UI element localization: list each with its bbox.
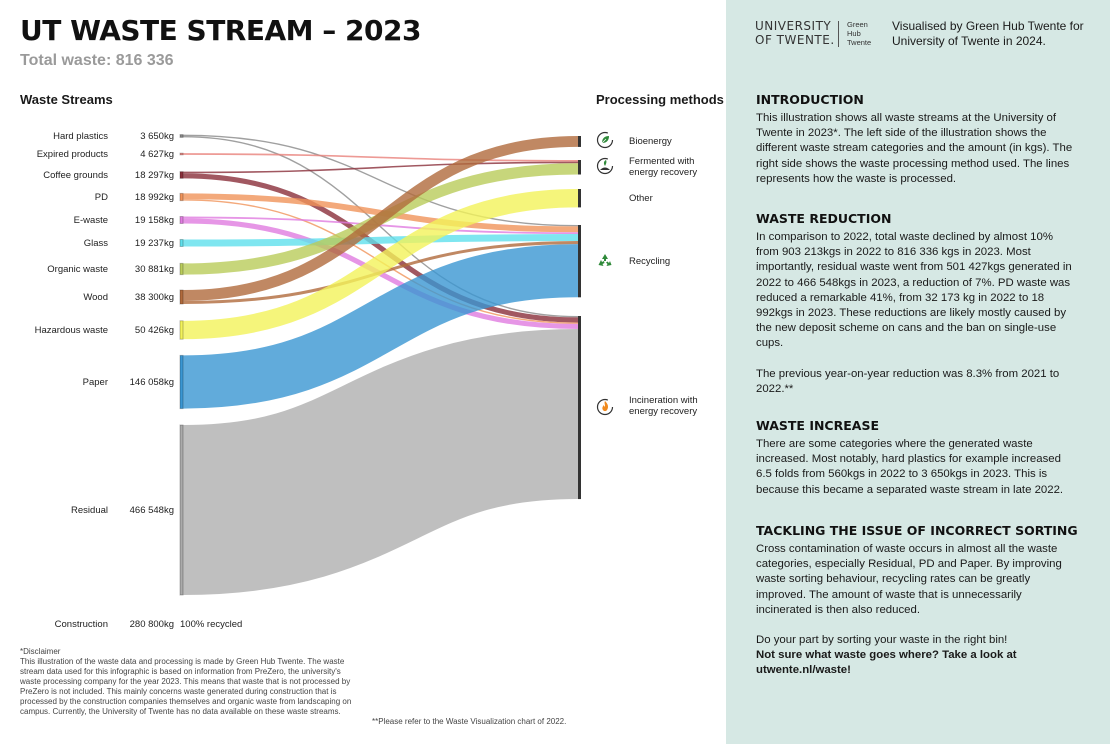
flow-link-hazardous-waste-to-other <box>182 188 579 340</box>
bioenergy-icon <box>596 131 614 149</box>
flow-link-residual-to-incineration <box>181 329 580 595</box>
logo-line1: UNIVERSITY <box>755 19 832 33</box>
logo-sub2: Hub <box>847 29 861 38</box>
source-node-expired-products <box>179 152 184 156</box>
increase-body: There are some categories where the gene… <box>756 437 1074 498</box>
logo-wordmark: UNIVERSITY OF TWENTE. <box>755 19 835 47</box>
source-node-paper <box>179 354 184 410</box>
source-node-wood <box>179 289 184 305</box>
flow-link-expired-products-to-fermented <box>182 153 579 162</box>
target-node-other <box>578 189 581 208</box>
source-node-hazardous-waste <box>179 320 184 340</box>
source-node-pd <box>179 192 184 202</box>
stream-amount-hazardous-waste: 50 426kg <box>134 325 174 336</box>
source-node-coffee-grounds <box>179 171 184 179</box>
method-label-incineration-text: Incineration with energy recovery <box>629 395 698 417</box>
flow-link-coffee-grounds-to-fermented <box>182 161 579 174</box>
stream-name-organic-waste: Organic waste <box>47 264 108 275</box>
disclaimer-title: *Disclaimer <box>20 647 61 656</box>
university-logo: UNIVERSITY OF TWENTE. Green Hub Twente <box>755 19 875 51</box>
method-label-incineration: Incineration with energy recovery <box>629 395 698 417</box>
stream-name-construction: Construction <box>54 619 108 630</box>
intro-text: This illustration shows all waste stream… <box>756 112 1073 185</box>
stream-amount-wood: 38 300kg <box>134 292 174 303</box>
stream-name-e-waste: E-waste <box>73 215 108 226</box>
stream-name-paper: Paper <box>82 377 108 388</box>
stream-amount-organic-waste: 30 881kg <box>134 264 174 275</box>
method-label-bioenergy: Bioenergy <box>629 136 672 147</box>
recycling-icon <box>598 254 612 266</box>
flow-link-paper-to-recycling <box>182 244 579 409</box>
text-panel <box>726 0 1110 744</box>
target-node-recycling <box>578 225 581 298</box>
target-node-incineration <box>578 316 581 500</box>
target-node-fermented <box>578 160 581 175</box>
logo-line2: OF TWENTE. <box>755 33 835 47</box>
sorting-text-2: Do your part by sorting your waste in th… <box>756 634 1008 647</box>
source-node-residual <box>179 424 184 596</box>
sorting-cta: Not sure what waste goes where? Take a l… <box>756 649 1017 677</box>
stream-amount-expired-products: 4 627kg <box>140 149 174 160</box>
flow-link-hard-plastics-to-recycling <box>182 134 579 227</box>
fermented-icon <box>596 157 614 175</box>
flow-link-hard-plastics-to-incineration <box>182 136 579 318</box>
method-label-recycling: Recycling <box>629 256 671 267</box>
stream-name-coffee-grounds: Coffee grounds <box>43 170 108 181</box>
source-node-e-waste <box>179 216 184 224</box>
flow-link-wood-to-bioenergy <box>182 136 579 301</box>
reduction-text-1: In comparison to 2022, total waste decli… <box>756 231 1072 350</box>
stream-name-wood: Wood <box>83 292 108 303</box>
logo-sub3: Twente <box>847 38 872 47</box>
intro-heading: INTRODUCTION <box>756 92 864 107</box>
stream-name-hard-plastics: Hard plastics <box>53 131 108 142</box>
credit-text: Visualised by Green Hub Twente for Unive… <box>892 19 1084 48</box>
processing-methods-heading: Processing methods <box>596 92 724 107</box>
stream-amount-construction: 280 800kg <box>129 619 174 630</box>
method-label-other: Other <box>629 193 653 204</box>
stream-amount-hard-plastics: 3 650kg <box>140 131 174 142</box>
logo-green-hub: Green Hub Twente <box>847 20 871 47</box>
stream-amount-e-waste: 19 158kg <box>134 215 174 226</box>
method-label-fermented-text: Fermented with energy recovery <box>629 156 698 178</box>
stream-name-expired-products: Expired products <box>36 149 108 160</box>
page-title: UT WASTE STREAM – 2023 <box>20 14 421 47</box>
disclaimer-text: This illustration of the waste data and … <box>20 657 352 716</box>
sorting-body: Cross contamination of waste occurs in a… <box>756 542 1074 679</box>
source-node-hard-plastics <box>179 134 184 138</box>
flow-link-coffee-grounds-to-incineration <box>182 173 579 323</box>
footnote: **Please refer to the Waste Visualizatio… <box>372 717 567 726</box>
stream-amount-coffee-grounds: 18 297kg <box>134 170 174 181</box>
stream-amount-residual: 466 548kg <box>129 505 174 516</box>
logo-sub1: Green <box>847 20 868 29</box>
disclaimer: *Disclaimer This illustration of the was… <box>20 647 355 717</box>
sorting-text-1: Cross contamination of waste occurs in a… <box>756 543 1062 616</box>
reduction-body: In comparison to 2022, total waste decli… <box>756 230 1074 397</box>
intro-body: This illustration shows all waste stream… <box>756 111 1074 187</box>
stream-name-pd: PD <box>94 192 108 203</box>
sankey-diagram <box>179 134 581 596</box>
total-waste-subtitle: Total waste: 816 336 <box>20 52 174 69</box>
construction-recycled-note: 100% recycled <box>180 619 243 630</box>
waste-streams-heading: Waste Streams <box>20 92 113 107</box>
sorting-heading: TACKLING THE ISSUE OF INCORRECT SORTING <box>756 523 1078 538</box>
stream-amount-pd: 18 992kg <box>134 192 174 203</box>
stream-name-hazardous-waste: Hazardous waste <box>34 325 108 336</box>
flow-link-glass-to-recycling <box>182 234 579 247</box>
stream-amount-paper: 146 058kg <box>129 377 174 388</box>
increase-text: There are some categories where the gene… <box>756 438 1064 496</box>
method-label-fermented: Fermented with energy recovery <box>629 156 697 178</box>
logo-divider <box>838 21 839 47</box>
source-node-glass <box>179 238 184 248</box>
stream-amount-glass: 19 237kg <box>134 238 174 249</box>
reduction-heading: WASTE REDUCTION <box>756 211 892 226</box>
source-node-organic-waste <box>179 262 184 276</box>
stream-name-glass: Glass <box>83 238 108 249</box>
infographic-panel: UT WASTE STREAM – 2023 Total waste: 816 … <box>20 14 724 726</box>
stream-name-residual: Residual <box>71 505 108 516</box>
target-node-bioenergy <box>578 136 581 147</box>
increase-heading: WASTE INCREASE <box>756 418 879 433</box>
incineration-icon <box>596 398 614 416</box>
reduction-text-2: The previous year-on-year reduction was … <box>756 367 1060 395</box>
